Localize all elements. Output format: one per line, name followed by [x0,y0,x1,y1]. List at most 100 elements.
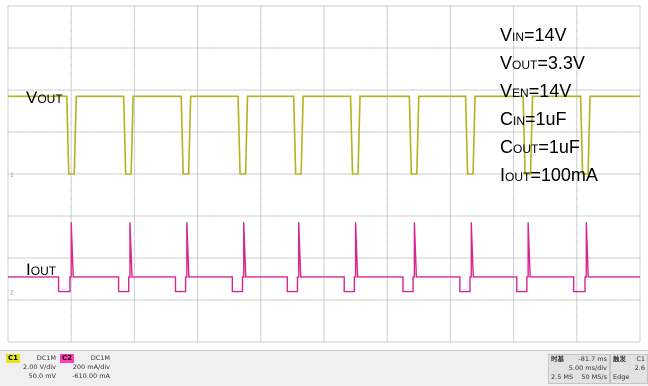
grid-dot [184,47,186,49]
grid-dot [45,215,47,217]
grid-dot [487,173,489,175]
grid-dot [133,22,135,24]
grid-dot [475,257,477,259]
grid-dot [70,39,72,41]
grid-dot [462,131,464,133]
grid-dot [197,39,199,41]
grid-dot [374,215,376,217]
grid-dot [95,215,97,217]
grid-dot [386,215,388,217]
grid-dot [601,47,603,49]
grid-dot [449,131,451,133]
grid-dot [70,64,72,66]
grid-dot [58,299,60,301]
channel-1-coupling: DC1M [36,354,56,362]
grid-dot [576,190,578,192]
grid-dot [146,89,148,91]
grid-dot [576,324,578,326]
grid-dot [487,47,489,49]
grid-dot [449,97,451,99]
grid-dot [513,131,515,133]
grid-dot [323,282,325,284]
grid-dot [197,207,199,209]
status-bar: C1 DC1M 2.00 V/div 50.0 mV C2 DC1M 200 m… [0,350,648,386]
grid-dot [513,198,515,200]
grid-dot [386,148,388,150]
grid-dot [513,190,515,192]
grid-dot [70,81,72,83]
grid-dot [197,215,199,217]
trigger-level: 2.6 [634,364,645,372]
grid-dot [462,257,464,259]
grid-dot [58,131,60,133]
grid-dot [475,47,477,49]
grid-dot [614,299,616,301]
vout-trace-label: VOUT [26,88,63,107]
grid-dot [563,47,565,49]
grid-dot [437,299,439,301]
grid-dot [601,215,603,217]
grid-dot [272,89,274,91]
grid-dot [513,324,515,326]
grid-dot [7,299,9,301]
grid-dot [576,81,578,83]
grid-dot [323,198,325,200]
grid-dot [513,123,515,125]
grid-dot [576,274,578,276]
grid-dot [83,131,85,133]
grid-dot [601,299,603,301]
grid-dot [449,106,451,108]
grid-dot [260,274,262,276]
grid-dot [272,257,274,259]
grid-dot [576,316,578,318]
grid-dot [386,156,388,158]
channel-1-info[interactable]: C1 DC1M 2.00 V/div 50.0 mV [6,354,56,382]
grid-dot [475,299,477,301]
grid-dot [361,299,363,301]
grid-dot [513,282,515,284]
grid-dot [133,173,135,175]
grid-dot [449,307,451,309]
grid-dot [310,257,312,259]
grid-dot [260,240,262,242]
trigger-panel[interactable]: 触发 C1 2.6 Edge [610,354,648,384]
grid-dot [197,341,199,343]
grid-dot [260,341,262,343]
grid-dot [399,173,401,175]
grid-dot [361,215,363,217]
grid-dot [513,223,515,225]
grid-dot [235,299,237,301]
grid-dot [310,215,312,217]
grid-dot [323,232,325,234]
grid-dot [386,5,388,7]
grid-dot [20,299,22,301]
grid-dot [348,131,350,133]
grid-dot [70,190,72,192]
grid-dot [626,299,628,301]
grid-dot [133,89,135,91]
grid-dot [588,257,590,259]
timebase-panel[interactable]: 时基 -81.7 ms 5.00 ms/div 2.5 MS 50 MS/s [548,354,610,384]
grid-dot [449,190,451,192]
channel-2-info[interactable]: C2 DC1M 200 mA/div -610.00 mA [60,354,110,382]
grid-dot [133,114,135,116]
grid-dot [399,215,401,217]
grid-dot [197,316,199,318]
grid-dot [538,257,540,259]
grid-dot [197,274,199,276]
grid-dot [171,89,173,91]
grid-dot [576,198,578,200]
grid-dot [576,106,578,108]
grid-dot [133,148,135,150]
grid-dot [83,173,85,175]
grid-dot [171,173,173,175]
grid-dot [272,131,274,133]
grid-dot [551,131,553,133]
grid-dot [487,131,489,133]
grid-dot [45,47,47,49]
grid-dot [386,39,388,41]
grid-dot [449,257,451,259]
grid-dot [336,89,338,91]
grid-dot [70,89,72,91]
grid-dot [197,13,199,15]
